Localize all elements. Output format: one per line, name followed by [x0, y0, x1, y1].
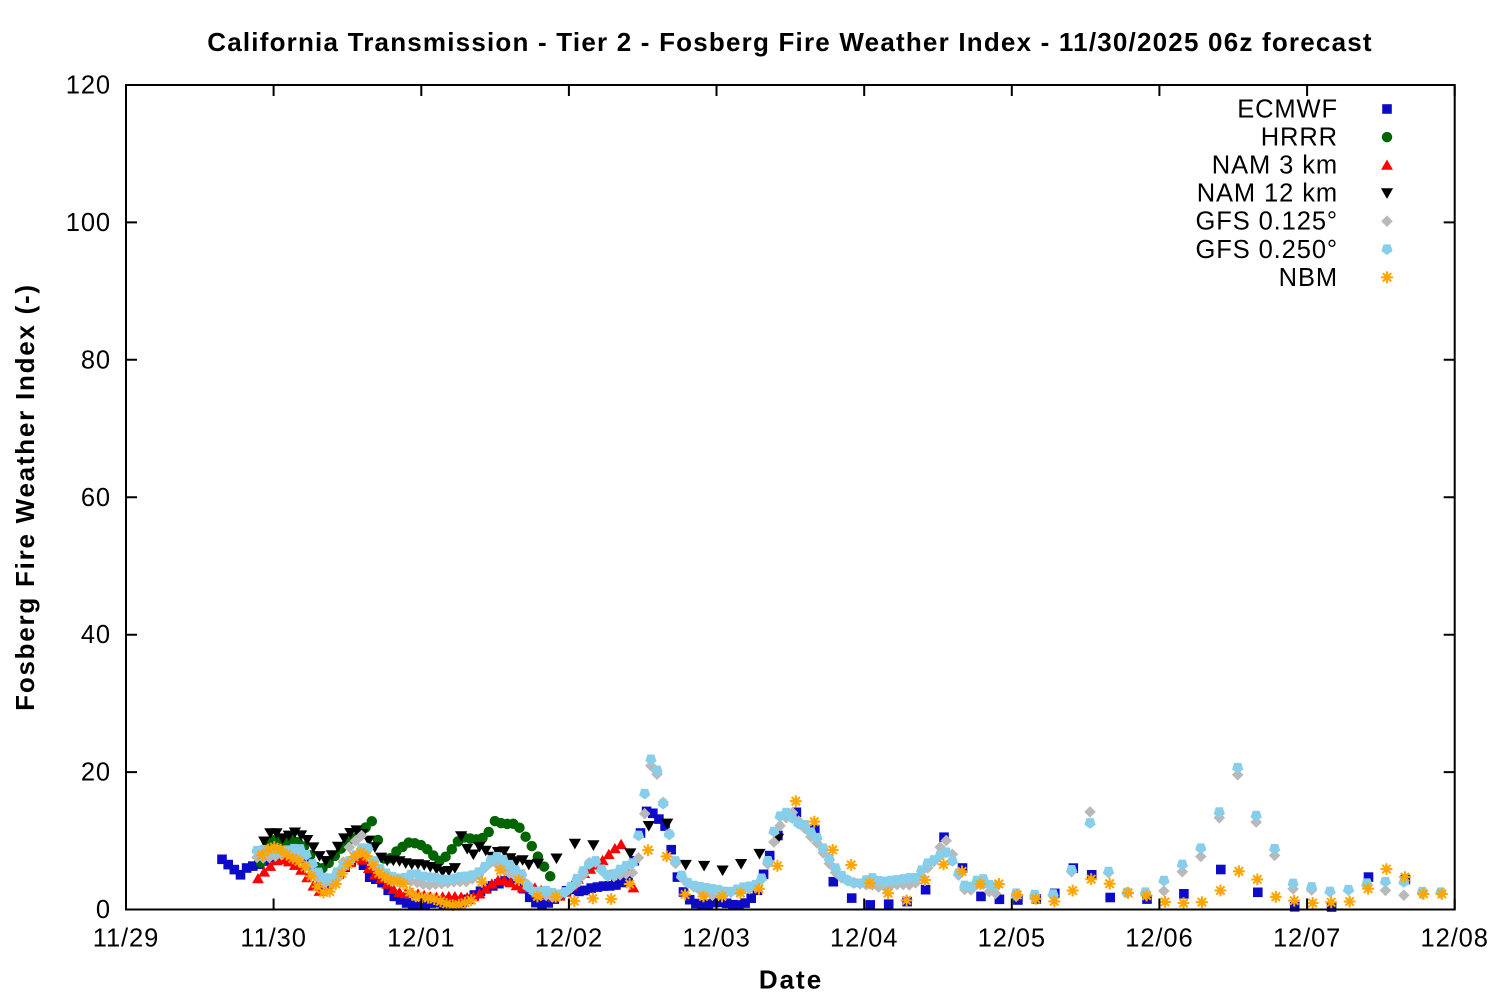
svg-text:12/08: 12/08: [1421, 925, 1489, 953]
svg-text:NBM: NBM: [1279, 264, 1338, 292]
svg-text:12/04: 12/04: [830, 925, 898, 953]
svg-text:NAM 12 km: NAM 12 km: [1197, 180, 1338, 208]
svg-text:Fosberg Fire Weather Index (-): Fosberg Fire Weather Index (-): [10, 283, 40, 711]
svg-text:120: 120: [66, 72, 111, 100]
svg-text:California Transmission - Tier: California Transmission - Tier 2 - Fosbe…: [207, 27, 1373, 57]
svg-text:GFS 0.125°: GFS 0.125°: [1195, 208, 1338, 236]
svg-text:12/02: 12/02: [535, 925, 603, 953]
svg-text:11/29: 11/29: [93, 925, 159, 953]
svg-text:0: 0: [96, 896, 111, 924]
svg-text:40: 40: [81, 621, 111, 649]
svg-text:20: 20: [81, 759, 111, 787]
svg-text:100: 100: [66, 209, 111, 237]
svg-text:GFS 0.250°: GFS 0.250°: [1195, 236, 1338, 264]
svg-text:80: 80: [81, 346, 111, 374]
svg-text:60: 60: [81, 484, 111, 512]
svg-text:HRRR: HRRR: [1261, 124, 1338, 152]
svg-text:Date: Date: [759, 965, 823, 995]
svg-text:ECMWF: ECMWF: [1237, 96, 1338, 124]
svg-text:12/05: 12/05: [978, 925, 1046, 953]
svg-text:11/30: 11/30: [240, 925, 306, 953]
svg-text:12/06: 12/06: [1125, 925, 1193, 953]
svg-text:NAM 3 km: NAM 3 km: [1212, 152, 1338, 180]
svg-text:12/07: 12/07: [1273, 925, 1341, 953]
svg-text:12/01: 12/01: [387, 925, 455, 953]
svg-text:12/03: 12/03: [682, 925, 750, 953]
